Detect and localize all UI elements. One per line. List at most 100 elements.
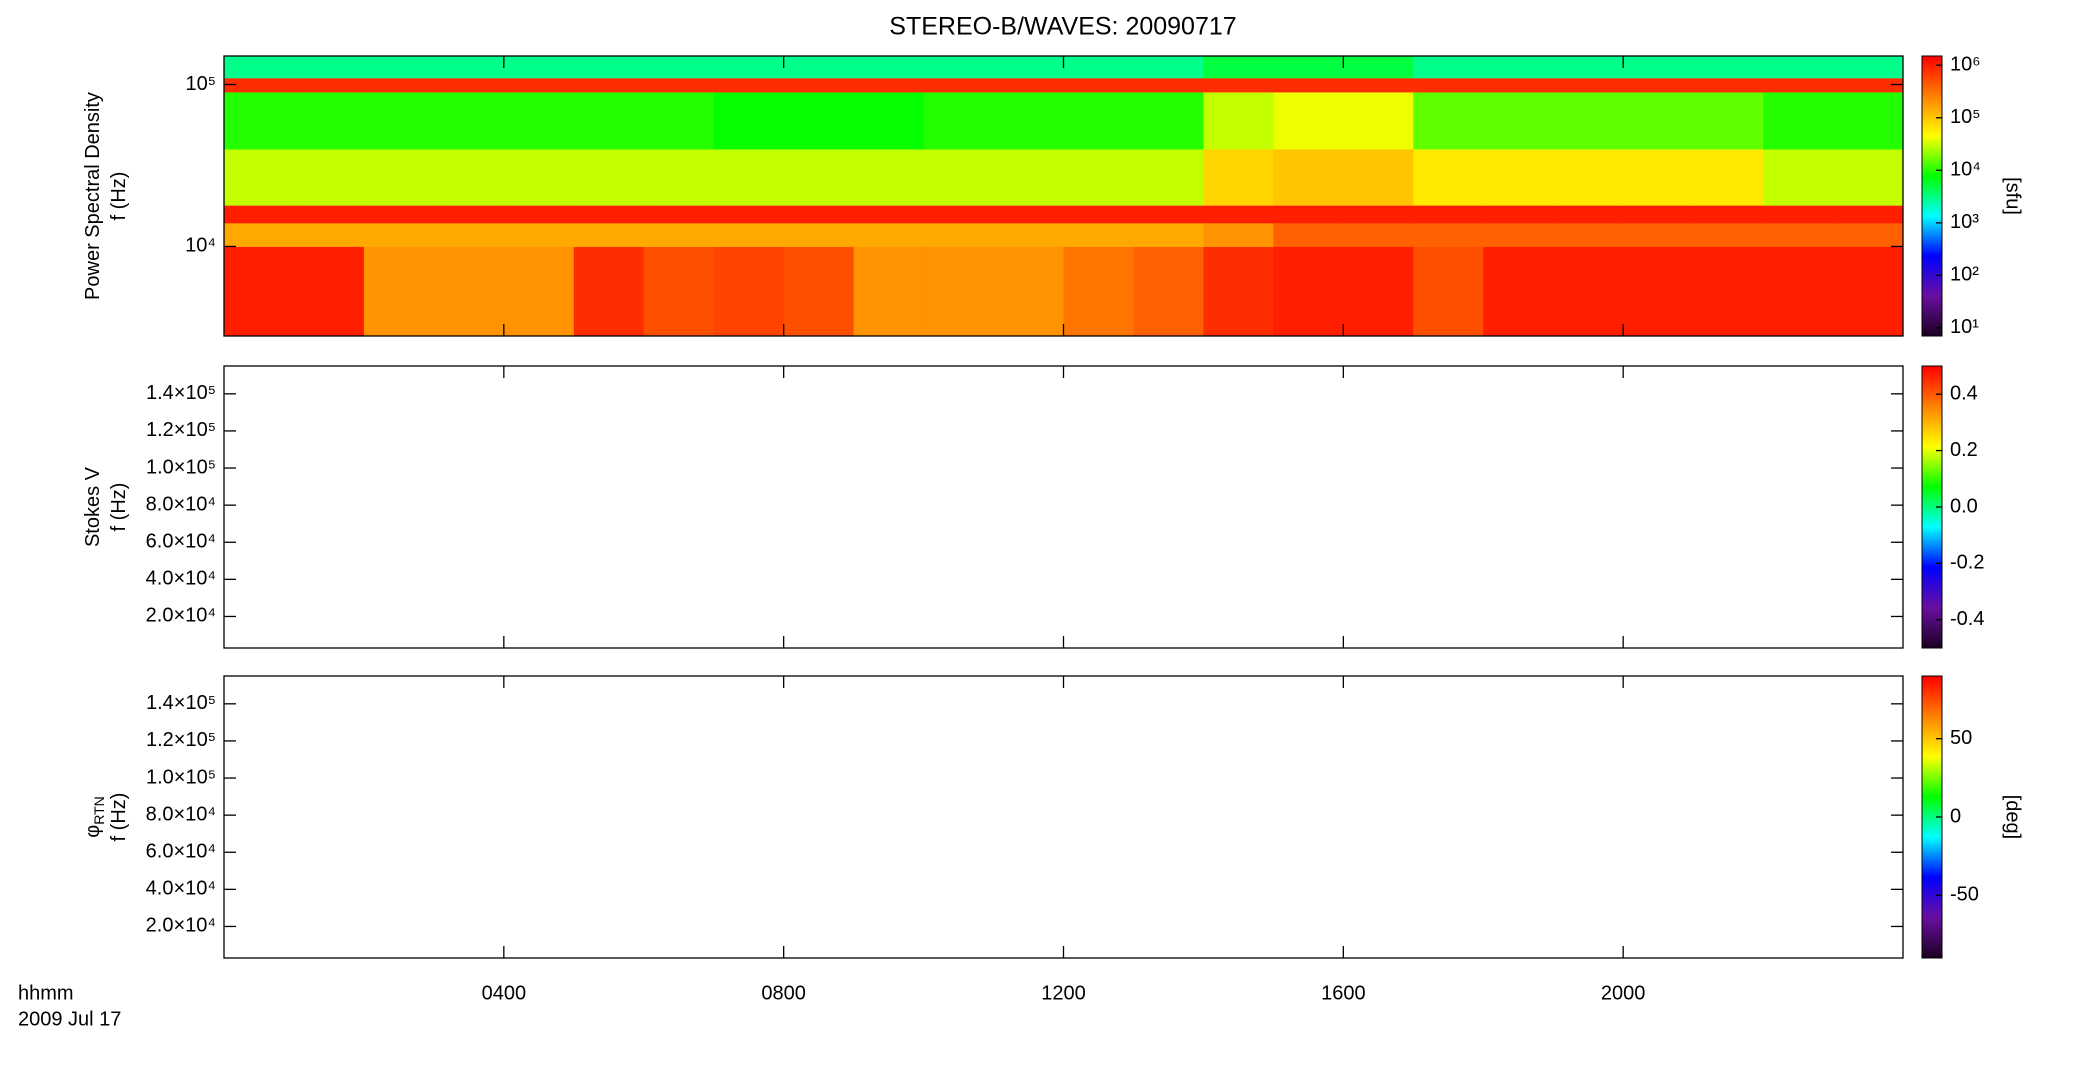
heatmap-cell [1343,246,1414,337]
colorbar-tick-label: 10¹ [1950,316,1979,338]
heatmap-cell [1623,246,1694,337]
heatmap-cell [1413,77,1484,93]
plot-frame [223,365,1904,649]
heatmap-cell [1063,91,1134,150]
heatmap-cell [1623,148,1694,206]
heatmap-cell [1553,77,1624,93]
heatmap-cell [293,246,365,337]
heatmap-cell [293,56,365,79]
heatmap-cell [1133,205,1204,224]
heatmap-cell [293,77,365,93]
heatmap-cell [853,56,925,79]
y-axis-label: f (Hz) [108,483,130,532]
heatmap-cell [363,205,435,224]
heatmap-cell [363,246,435,337]
heatmap-cell [1413,246,1484,337]
heatmap-cell [503,91,575,150]
heatmap-cell [713,222,785,247]
heatmap-cell [1553,222,1624,247]
y-tick-label: 4.0×10⁴ [146,878,216,900]
y-tick-label: 10⁴ [185,235,216,257]
x-tick-label: 2000 [1601,982,1646,1004]
y-tick-label: 6.0×10⁴ [146,531,216,553]
heatmap-cell [923,56,995,79]
heatmap-cell [293,148,365,206]
heatmap-cell [1203,91,1274,150]
heatmap-cell [1693,148,1764,206]
heatmap-cell [293,205,365,224]
colorbar-tick-label: 0.2 [1950,439,1978,461]
heatmap-cell [1133,56,1204,79]
heatmap-cell [1413,205,1484,224]
heatmap-cell [1763,77,1834,93]
y-axis-label-text: Stokes V [82,466,104,547]
heatmap-cell [713,205,785,224]
heatmap-cell [1273,246,1344,337]
colorbar-label: [sfu] [2002,177,2024,215]
heatmap-cell [1413,56,1484,79]
colorbar-tick-label: -50 [1950,884,1979,906]
x-axis-date: 2009 Jul 17 [18,1008,121,1030]
heatmap-cell [1483,222,1554,247]
heatmap-cell [224,222,295,247]
heatmap-cell [853,148,925,206]
heatmap-cell [1763,246,1834,337]
plot-frame [223,675,1904,959]
heatmap-cell [1203,205,1274,224]
y-axis-label-sub: RTN [91,796,107,825]
heatmap-cell [224,77,295,93]
heatmap-cell [1343,148,1414,206]
heatmap-cell [713,246,785,337]
colorbar-tick-label: 0.4 [1950,382,1978,404]
heatmap-cell [1203,246,1274,337]
heatmap-cell [1063,205,1134,224]
chart-title: STEREO-B/WAVES: 20090717 [889,13,1236,41]
heatmap-cell [1623,56,1694,79]
heatmap-cell [643,222,715,247]
heatmap-cell [643,205,715,224]
heatmap-cell [1833,56,1904,79]
x-tick-label: 0800 [761,982,806,1004]
heatmap-cell [923,205,995,224]
heatmap-cell [1133,77,1204,93]
heatmap-cell [1133,148,1204,206]
colorbar-tick-label: 10⁵ [1950,106,1981,128]
heatmap-cell [643,77,715,93]
heatmap-cell [1833,246,1904,337]
y-tick-label: 1.4×10⁵ [146,382,216,404]
heatmap-cell [923,246,995,337]
heatmap-cell [573,222,645,247]
y-axis-label-text: φ [82,825,104,838]
heatmap-cell [1203,222,1274,247]
heatmap-cell [783,246,855,337]
y-tick-label: 1.2×10⁵ [146,419,216,441]
heatmap-cell [853,205,925,224]
heatmap-cell [433,91,505,150]
heatmap-cell [783,77,855,93]
heatmap-cell [573,77,645,93]
colorbar-label: [deg] [2002,795,2024,839]
heatmap-cell [993,77,1064,93]
heatmap-cell [573,246,645,337]
heatmap-cell [1553,56,1624,79]
heatmap-cell [1693,56,1764,79]
heatmap-cell [1623,91,1694,150]
heatmap-cell [853,77,925,93]
heatmap-cell [1693,77,1764,93]
heatmap-cell [1413,148,1484,206]
y-tick-label: 1.4×10⁵ [146,692,216,714]
y-tick-label: 1.2×10⁵ [146,729,216,751]
heatmap-cell [1483,91,1554,150]
heatmap-cell [1273,205,1344,224]
heatmap-cell [923,148,995,206]
heatmap-cell [573,205,645,224]
heatmap-cell [433,56,505,79]
colorbar-tick-label: -0.2 [1950,552,1984,574]
heatmap-cell [1273,77,1344,93]
heatmap-cell [1483,205,1554,224]
heatmap-cell [1623,222,1694,247]
y-axis-label: f (Hz) [108,172,130,221]
heatmap-cell [1133,222,1204,247]
colorbar-tick-label: 10⁶ [1950,54,1980,76]
y-axis-label: Stokes V [82,466,104,547]
